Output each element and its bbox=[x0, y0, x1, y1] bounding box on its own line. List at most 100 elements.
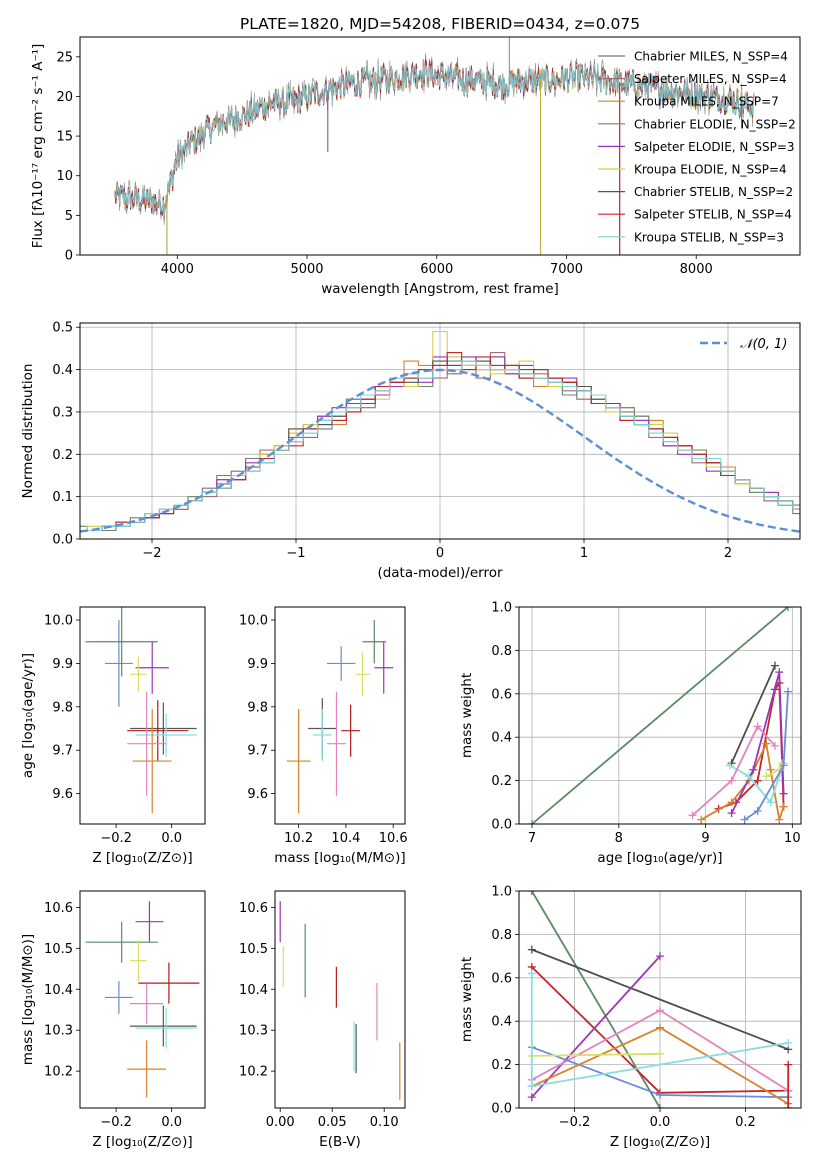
spectrum-legend: Chabrier MILES, N_SSP=4 Salpeter MILES, N… bbox=[598, 50, 796, 244]
plus-marker bbox=[753, 806, 762, 815]
plus-marker bbox=[762, 739, 771, 748]
x-tick-label: 6000 bbox=[420, 262, 453, 277]
plus-marker bbox=[656, 1104, 664, 1108]
plus-marker bbox=[779, 761, 788, 770]
weight-line bbox=[531, 607, 789, 824]
x-tick-label: 8000 bbox=[680, 262, 713, 277]
z_mass-points bbox=[85, 901, 200, 1098]
weight-line bbox=[531, 955, 661, 1098]
plus-marker bbox=[770, 661, 779, 670]
legend-label: Salpeter MILES, N_SSP=4 bbox=[634, 72, 787, 86]
x-axis-label: Z [log₁₀(Z/Z⊙)] bbox=[92, 850, 192, 866]
legend-label: Kroupa STELIB, N_SSP=3 bbox=[634, 230, 784, 244]
y-tick-label: 10.3 bbox=[44, 1024, 73, 1039]
ebv_mass-frame bbox=[274, 890, 406, 1109]
y-tick-label: 10.6 bbox=[44, 901, 73, 916]
plus-marker bbox=[528, 820, 537, 824]
plus-marker bbox=[725, 761, 734, 770]
ebv_mass-points bbox=[279, 901, 401, 1100]
x-tick-label: −0.2 bbox=[100, 831, 132, 846]
x-tick-label: 2 bbox=[724, 546, 732, 561]
y-tick-label: 10 bbox=[56, 169, 73, 184]
plus-marker bbox=[784, 1060, 793, 1069]
y-axis-label: mass weight bbox=[459, 957, 475, 1042]
y-tick-label: 9.7 bbox=[247, 744, 268, 759]
plus-marker bbox=[784, 1038, 793, 1047]
plus-marker bbox=[753, 776, 762, 785]
y-tick-label: 10.5 bbox=[44, 942, 73, 957]
y-tick-label: 1.0 bbox=[491, 885, 512, 900]
weight-line bbox=[531, 1052, 661, 1057]
y-tick-label: 5 bbox=[65, 209, 73, 224]
x-tick-label: −1 bbox=[286, 546, 305, 561]
y-tick-label: 0.0 bbox=[491, 1102, 512, 1117]
x-tick-label: 0.2 bbox=[735, 1115, 756, 1130]
plus-marker bbox=[527, 891, 536, 895]
y-tick-label: 9.9 bbox=[52, 657, 73, 672]
plus-marker bbox=[527, 969, 536, 978]
y-tick-label: 0.8 bbox=[491, 928, 512, 943]
y-axis-label: age [log₁₀(age/yr)] bbox=[20, 653, 36, 778]
y-tick-label: 10.2 bbox=[239, 1065, 268, 1080]
age_weight-frame bbox=[518, 606, 802, 825]
x-tick-label: 10.6 bbox=[379, 831, 408, 846]
spectrum-series bbox=[114, 37, 755, 255]
y-tick-label: 0.4 bbox=[491, 731, 512, 746]
plus-marker bbox=[656, 952, 664, 961]
plus-marker bbox=[779, 802, 788, 811]
y-axis-label: mass [log₁₀(M/M⊙)] bbox=[20, 934, 36, 1065]
legend-label: Kroupa MILES, N_SSP=7 bbox=[634, 95, 779, 109]
plus-marker bbox=[766, 798, 775, 807]
legend-label: Chabrier STELIB, N_SSP=2 bbox=[634, 185, 793, 199]
plus-marker bbox=[762, 772, 771, 781]
y-tick-label: 9.7 bbox=[52, 744, 73, 759]
x-tick-label: 0.05 bbox=[318, 1115, 347, 1130]
plus-marker bbox=[753, 722, 762, 731]
weight-line bbox=[691, 724, 776, 816]
z_weight-series bbox=[527, 891, 793, 1108]
y-tick-label: 25 bbox=[56, 50, 73, 65]
plus-marker bbox=[727, 776, 736, 785]
y-tick-label: 0.3 bbox=[52, 405, 73, 420]
weight-line bbox=[730, 671, 785, 814]
age_weight-axes: 7 8 9 10 0.0 0.2 0.4 0.6 0.8 1.0 age [log₁₀(age/yr… bbox=[459, 601, 801, 866]
z_weight-frame bbox=[518, 890, 802, 1109]
plus-marker bbox=[783, 607, 792, 611]
plus-marker bbox=[527, 1082, 536, 1091]
spectrum-line bbox=[114, 60, 755, 217]
z_mass-frame bbox=[79, 890, 206, 1109]
y-tick-label: 0.0 bbox=[491, 818, 512, 833]
plus-marker bbox=[697, 815, 706, 824]
y-tick-label: 0.8 bbox=[491, 644, 512, 659]
legend-label: Chabrier ELODIE, N_SSP=2 bbox=[634, 117, 796, 131]
plus-marker bbox=[527, 1093, 536, 1102]
plus-marker bbox=[688, 811, 697, 820]
y-tick-label: 10.4 bbox=[239, 983, 268, 998]
plus-marker bbox=[656, 1090, 664, 1099]
plus-marker bbox=[775, 668, 784, 677]
z_weight-axes: −0.2 0.0 0.2 0.0 0.2 0.4 0.6 0.8 1.0 Z [log₁₀(Z/Z… bbox=[459, 885, 801, 1150]
legend-label: Kroupa ELODIE, N_SSP=4 bbox=[634, 163, 787, 177]
y-tick-label: 0.2 bbox=[491, 774, 512, 789]
residual-legend: 𝒩(0, 1) bbox=[700, 337, 787, 352]
x-tick-label: 4000 bbox=[161, 262, 194, 277]
x-axis-label: Z [log₁₀(Z/Z⊙)] bbox=[92, 1134, 192, 1150]
x-tick-label: 9 bbox=[701, 831, 709, 846]
x-tick-label: 8 bbox=[615, 831, 623, 846]
y-tick-label: 0.0 bbox=[52, 533, 73, 548]
age_weight-series bbox=[528, 607, 792, 824]
y-tick-label: 0.4 bbox=[491, 1015, 512, 1030]
x-tick-label: 7000 bbox=[550, 262, 583, 277]
y-axis-label: Flux [fλ10⁻¹⁷ erg cm⁻² s⁻¹ A⁻¹] bbox=[30, 44, 46, 249]
x-tick-label: 0.10 bbox=[370, 1115, 399, 1130]
plus-marker bbox=[749, 765, 758, 774]
plus-marker bbox=[740, 815, 749, 824]
weight-line bbox=[700, 740, 785, 821]
spectrum-frame bbox=[79, 36, 801, 256]
legend-label: Chabrier MILES, N_SSP=4 bbox=[634, 50, 788, 64]
x-axis-label: Z [log₁₀(Z/Z⊙)] bbox=[610, 1134, 710, 1150]
y-tick-label: 0.6 bbox=[491, 971, 512, 986]
figure-title: PLATE=1820, MJD=54208, FIBERID=0434, z=0… bbox=[240, 15, 640, 33]
plus-marker bbox=[779, 789, 788, 798]
